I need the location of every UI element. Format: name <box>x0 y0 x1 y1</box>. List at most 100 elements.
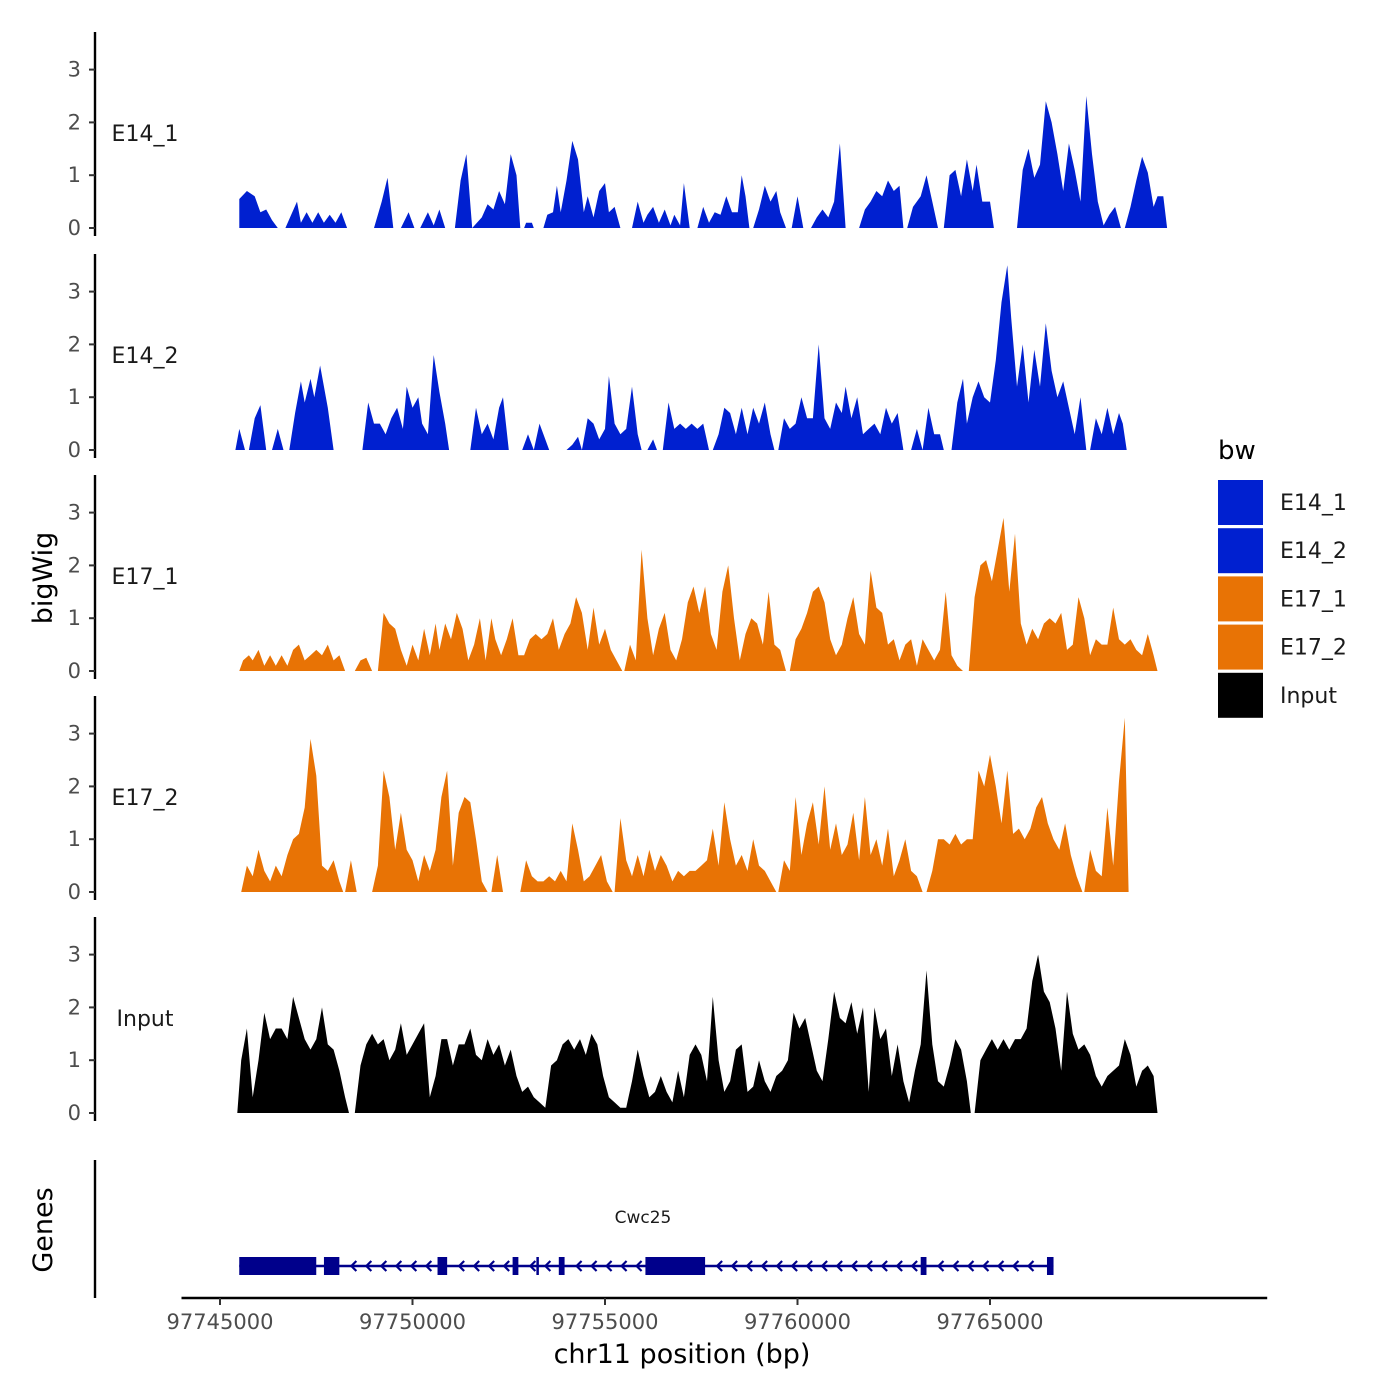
y-tick-label: 3 <box>68 280 81 304</box>
strand-arrow <box>865 1260 873 1272</box>
strand-arrow <box>379 1260 388 1272</box>
strand-arrow <box>349 1260 358 1272</box>
gene-exon <box>239 1257 317 1275</box>
strand-arrow <box>605 1260 613 1272</box>
strand-arrow <box>820 1260 828 1272</box>
legend-label: E14_1 <box>1280 491 1347 516</box>
strand-arrow <box>1011 1260 1020 1272</box>
track-Input: 0 1 2 3 Input <box>68 917 1158 1125</box>
legend-label: E17_1 <box>1280 587 1347 612</box>
y-tick-label: 3 <box>68 722 81 746</box>
y-tick-label: 1 <box>68 163 81 187</box>
legend-title: bw <box>1218 436 1256 466</box>
strand-arrow <box>745 1260 753 1272</box>
strand-arrow <box>528 1260 537 1272</box>
x-axis-title: chr11 position (bp) <box>554 1339 811 1370</box>
strand-arrow <box>409 1260 418 1272</box>
y-tick-label: 3 <box>68 58 81 82</box>
strand-arrow <box>880 1260 888 1272</box>
strand-arrow <box>543 1260 552 1272</box>
strand-arrow <box>502 1260 510 1272</box>
gene-exon <box>1046 1257 1054 1275</box>
area-E17_1 <box>239 517 1158 671</box>
x-tick-label: 97750000 <box>359 1310 466 1334</box>
track-label: Input <box>117 1007 174 1032</box>
track-label: E14_2 <box>112 344 179 369</box>
legend-label: E14_2 <box>1280 539 1347 564</box>
gene-track: Cwc25 <box>93 1160 1054 1298</box>
strand-arrow <box>936 1260 945 1272</box>
track-label: E14_1 <box>112 122 179 147</box>
gene-exon <box>437 1257 448 1275</box>
y-tick-label: 2 <box>68 110 81 134</box>
x-tick-label: 97745000 <box>167 1310 274 1334</box>
strand-arrow <box>620 1260 628 1272</box>
strand-arrow <box>775 1260 783 1272</box>
strand-arrow <box>790 1260 798 1272</box>
strand-arrow <box>805 1260 813 1272</box>
x-tick-label: 97760000 <box>744 1310 851 1334</box>
strand-arrow <box>364 1260 373 1272</box>
x-axis: 97745000 97750000 97755000 97760000 97765000 <box>167 1296 1268 1334</box>
strand-arrow <box>951 1260 960 1272</box>
strand-arrow <box>730 1260 738 1272</box>
y-tick-label: 0 <box>68 659 81 683</box>
y-tick-label: 2 <box>68 332 81 356</box>
y-tick-label: 0 <box>68 1101 81 1125</box>
legend-label: E17_2 <box>1280 636 1347 661</box>
y-tick-label: 2 <box>68 553 81 577</box>
gene-label: Cwc25 <box>615 1208 672 1228</box>
legend-key-E14_1 <box>1218 480 1263 525</box>
track-E17_2: 0 1 2 3 E17_2 <box>68 696 1129 904</box>
gene-exon <box>323 1257 340 1275</box>
gene-exon <box>512 1257 519 1275</box>
track-E14_2: 0 1 2 3 E14_2 <box>68 254 1127 462</box>
strand-arrow <box>895 1260 903 1272</box>
strand-arrow <box>487 1260 495 1272</box>
strand-arrow <box>457 1260 465 1272</box>
gene-exon <box>645 1257 706 1275</box>
gene-exon <box>558 1257 565 1275</box>
area-Input <box>237 954 1158 1113</box>
strand-arrow <box>472 1260 480 1272</box>
y-tick-label: 2 <box>68 774 81 798</box>
y-tick-label: 1 <box>68 606 81 630</box>
y-tick-label: 1 <box>68 827 81 851</box>
strand-arrow <box>981 1260 990 1272</box>
track-label: E17_1 <box>112 565 179 590</box>
area-E14_2 <box>235 265 1127 450</box>
legend-key-Input <box>1218 672 1263 718</box>
y-axis-title: bigWig <box>28 532 59 625</box>
legend-label: Input <box>1280 684 1337 709</box>
legend: bw E14_1 E14_2 E17_1 E17_2 Input <box>1218 436 1347 718</box>
strand-arrow <box>966 1260 975 1272</box>
x-tick-label: 97755000 <box>552 1310 659 1334</box>
strand-arrow <box>635 1260 643 1272</box>
gene-exon <box>920 1257 927 1275</box>
strand-arrow <box>1026 1260 1035 1272</box>
strand-arrow <box>590 1260 598 1272</box>
strand-arrow <box>910 1260 918 1272</box>
track-label: E17_2 <box>112 786 179 811</box>
strand-arrow <box>394 1260 403 1272</box>
strand-arrow <box>715 1260 723 1272</box>
y-tick-label: 1 <box>68 385 81 409</box>
strand-arrow <box>760 1260 768 1272</box>
y-tick-label: 0 <box>68 216 81 240</box>
area-E17_2 <box>241 717 1129 892</box>
strand-arrow <box>996 1260 1005 1272</box>
y-tick-label: 0 <box>68 438 81 462</box>
y-tick-label: 2 <box>68 995 81 1019</box>
legend-key-E17_2 <box>1218 624 1263 670</box>
signal-tracks: 0 1 2 3 E14_1 0 1 2 3 E14_2 0 1 2 3 E17_1 0 1 2 3 E17_2 0 1 2 3… <box>68 32 1168 1125</box>
y-tick-label: 1 <box>68 1048 81 1072</box>
area-E14_1 <box>239 96 1168 228</box>
strand-arrow <box>424 1260 433 1272</box>
strand-arrow <box>835 1260 843 1272</box>
strand-arrow <box>850 1260 858 1272</box>
legend-key-E14_2 <box>1218 528 1263 574</box>
y-tick-label: 0 <box>68 880 81 904</box>
x-tick-label: 97765000 <box>937 1310 1044 1334</box>
track-E17_1: 0 1 2 3 E17_1 <box>68 475 1158 683</box>
